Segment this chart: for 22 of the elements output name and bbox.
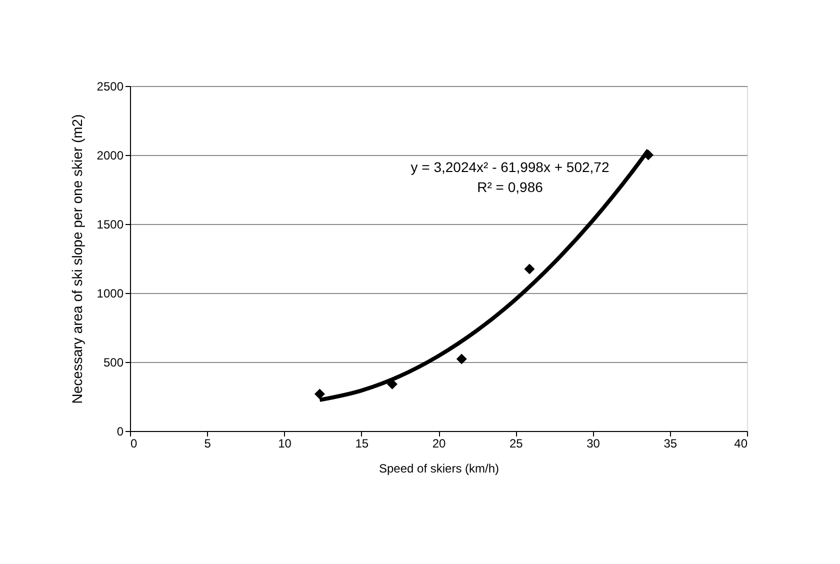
y-tick-label: 1000 [96,286,124,300]
x-tick-label: 40 [734,436,748,450]
point [314,388,325,400]
x-tick-label: 20 [432,436,446,450]
y-tick-label: 1500 [96,218,124,232]
x-tick-label: 15 [355,436,369,450]
x-tick-label: 30 [586,436,600,450]
y-tick-label: 0 [116,424,124,438]
y-tick-label: 2500 [96,80,124,94]
annotation: R² = 0,986 [477,179,544,195]
x-tick-label: 5 [204,436,212,450]
x-tick-label: 10 [278,436,292,450]
x-tick-label: 35 [664,436,678,450]
y-tick-label: 2000 [96,148,124,162]
y-axis-title: Necessary area of ski slope per one skier (m2) [68,114,85,404]
x-tick-label: 25 [509,436,524,450]
point [456,354,467,364]
x-axis-title: Speed of skiers (km/h) [378,462,500,476]
y-tick-label: 500 [103,356,124,370]
annotation: y = 3,2024x² - 61,998x + 502,72 [410,159,610,175]
x-tick-label: 0 [130,436,138,450]
point [524,264,535,274]
